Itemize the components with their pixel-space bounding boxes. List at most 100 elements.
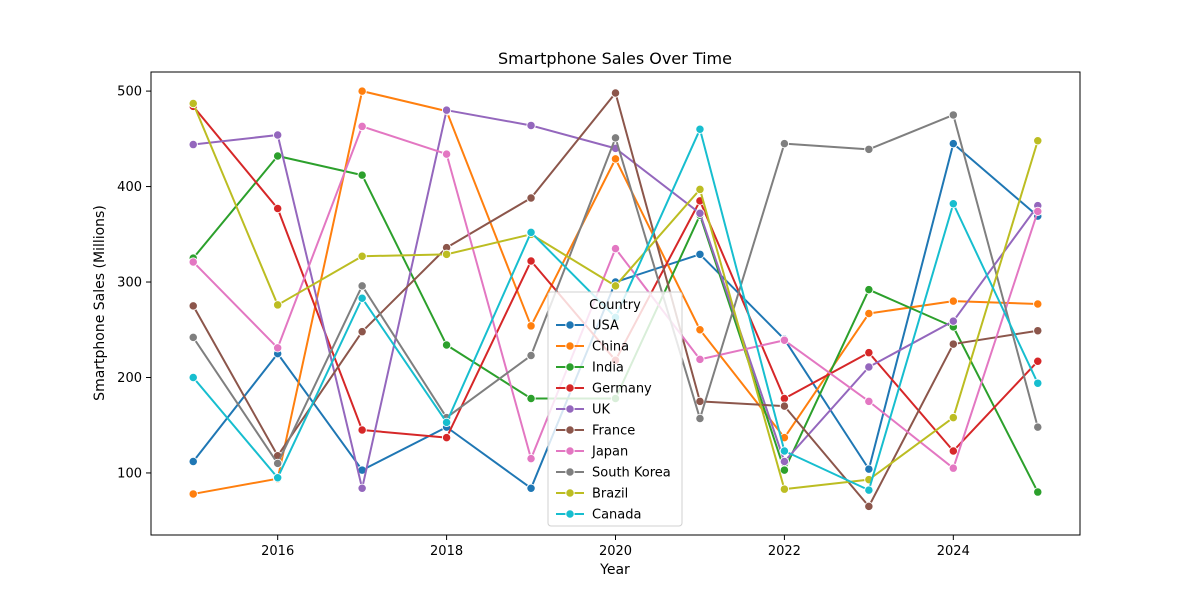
series-japan — [188, 121, 1043, 473]
data-point-china — [526, 321, 536, 331]
data-point-south-korea — [273, 458, 283, 469]
data-point-india — [441, 340, 452, 350]
data-point-uk — [273, 130, 283, 140]
legend-item-japan[interactable]: Japan — [556, 445, 628, 460]
legend-swatch-marker — [565, 509, 575, 519]
data-point-china — [695, 325, 705, 335]
series-uk — [188, 105, 1043, 493]
data-point-south-korea — [1033, 422, 1043, 432]
legend-label: Canada — [592, 508, 641, 523]
legend-label: USA — [592, 319, 619, 334]
legend-item-india[interactable]: India — [556, 361, 624, 376]
legend-label: UK — [592, 403, 611, 418]
data-point-china — [1033, 299, 1043, 309]
legend-label: France — [592, 424, 635, 439]
data-point-germany — [357, 425, 367, 435]
legend-swatch-marker — [565, 341, 575, 351]
data-point-canada — [357, 293, 367, 303]
data-point-india — [864, 285, 874, 295]
data-point-france — [695, 396, 705, 407]
legend-label: Brazil — [592, 487, 628, 502]
data-point-canada — [188, 372, 198, 383]
x-tick-label: 2022 — [768, 544, 801, 559]
data-point-brazil — [273, 300, 283, 310]
legend-swatch-marker — [565, 383, 575, 393]
legend-item-germany[interactable]: Germany — [556, 382, 652, 397]
data-point-canada — [526, 227, 536, 238]
legend-swatch-marker — [565, 488, 575, 498]
data-point-japan — [864, 396, 874, 407]
data-point-south-korea — [948, 110, 958, 120]
data-point-brazil — [441, 249, 452, 259]
data-point-france — [610, 88, 621, 98]
legend-item-south-korea[interactable]: South Korea — [556, 466, 671, 481]
data-point-brazil — [188, 98, 198, 109]
legend-item-brazil[interactable]: Brazil — [556, 487, 628, 502]
legend-swatch-marker — [565, 446, 575, 456]
data-point-uk — [357, 483, 367, 493]
x-axis-title: Year — [599, 562, 630, 578]
data-point-south-korea — [610, 133, 621, 143]
data-point-brazil — [948, 412, 958, 423]
legend-item-france[interactable]: France — [556, 424, 635, 439]
data-point-japan — [779, 335, 790, 345]
data-point-uk — [188, 139, 198, 150]
data-point-germany — [779, 393, 790, 404]
data-point-south-korea — [526, 350, 536, 361]
legend-item-china[interactable]: China — [556, 340, 629, 355]
data-point-india — [779, 465, 790, 475]
data-point-germany — [864, 348, 874, 358]
legend-swatch-marker — [565, 320, 575, 330]
data-point-japan — [441, 149, 452, 159]
data-point-south-korea — [357, 281, 367, 291]
legend-item-uk[interactable]: UK — [556, 403, 611, 418]
legend[interactable]: Country USA China India Germany UK France Japan… — [547, 291, 683, 527]
data-point-china — [948, 296, 958, 306]
chart-title: Smartphone Sales Over Time — [498, 49, 732, 68]
data-point-japan — [357, 121, 367, 132]
data-point-brazil — [357, 251, 367, 261]
legend-label: Germany — [592, 382, 652, 397]
data-point-france — [188, 301, 198, 311]
x-tick-label: 2016 — [261, 544, 294, 559]
data-point-uk — [864, 362, 874, 372]
data-point-japan — [948, 463, 958, 473]
legend-item-canada[interactable]: Canada — [556, 508, 641, 523]
data-point-china — [610, 154, 621, 164]
data-point-france — [357, 327, 367, 337]
data-point-brazil — [695, 184, 705, 195]
legend-swatch-marker — [565, 467, 575, 477]
data-point-japan — [1033, 206, 1043, 217]
x-tick-label: 2018 — [430, 544, 463, 559]
data-point-japan — [695, 354, 705, 364]
data-point-germany — [273, 203, 283, 214]
data-point-brazil — [779, 484, 790, 494]
data-point-canada — [948, 199, 958, 209]
data-point-india — [273, 151, 283, 161]
y-tick-label: 300 — [117, 276, 142, 291]
data-point-canada — [864, 485, 874, 495]
data-point-france — [864, 501, 874, 512]
data-point-canada — [695, 124, 705, 134]
series-france — [188, 88, 1043, 512]
data-point-uk — [695, 208, 705, 218]
y-tick-label: 100 — [117, 466, 142, 481]
data-point-uk — [779, 456, 790, 467]
legend-title: Country — [589, 298, 641, 313]
data-point-india — [1033, 487, 1043, 497]
data-point-germany — [526, 256, 536, 266]
data-point-germany — [1033, 356, 1043, 366]
data-point-usa — [188, 456, 198, 467]
data-point-china — [864, 308, 874, 319]
series-south-korea — [188, 110, 1043, 469]
data-point-uk — [526, 120, 536, 131]
legend-label: China — [592, 340, 629, 355]
x-tick-label: 2024 — [937, 544, 970, 559]
data-point-usa — [695, 249, 705, 259]
data-point-canada — [779, 446, 790, 456]
data-point-japan — [188, 257, 198, 267]
data-point-south-korea — [188, 332, 198, 343]
data-point-france — [948, 339, 958, 349]
legend-item-usa[interactable]: USA — [556, 319, 619, 334]
